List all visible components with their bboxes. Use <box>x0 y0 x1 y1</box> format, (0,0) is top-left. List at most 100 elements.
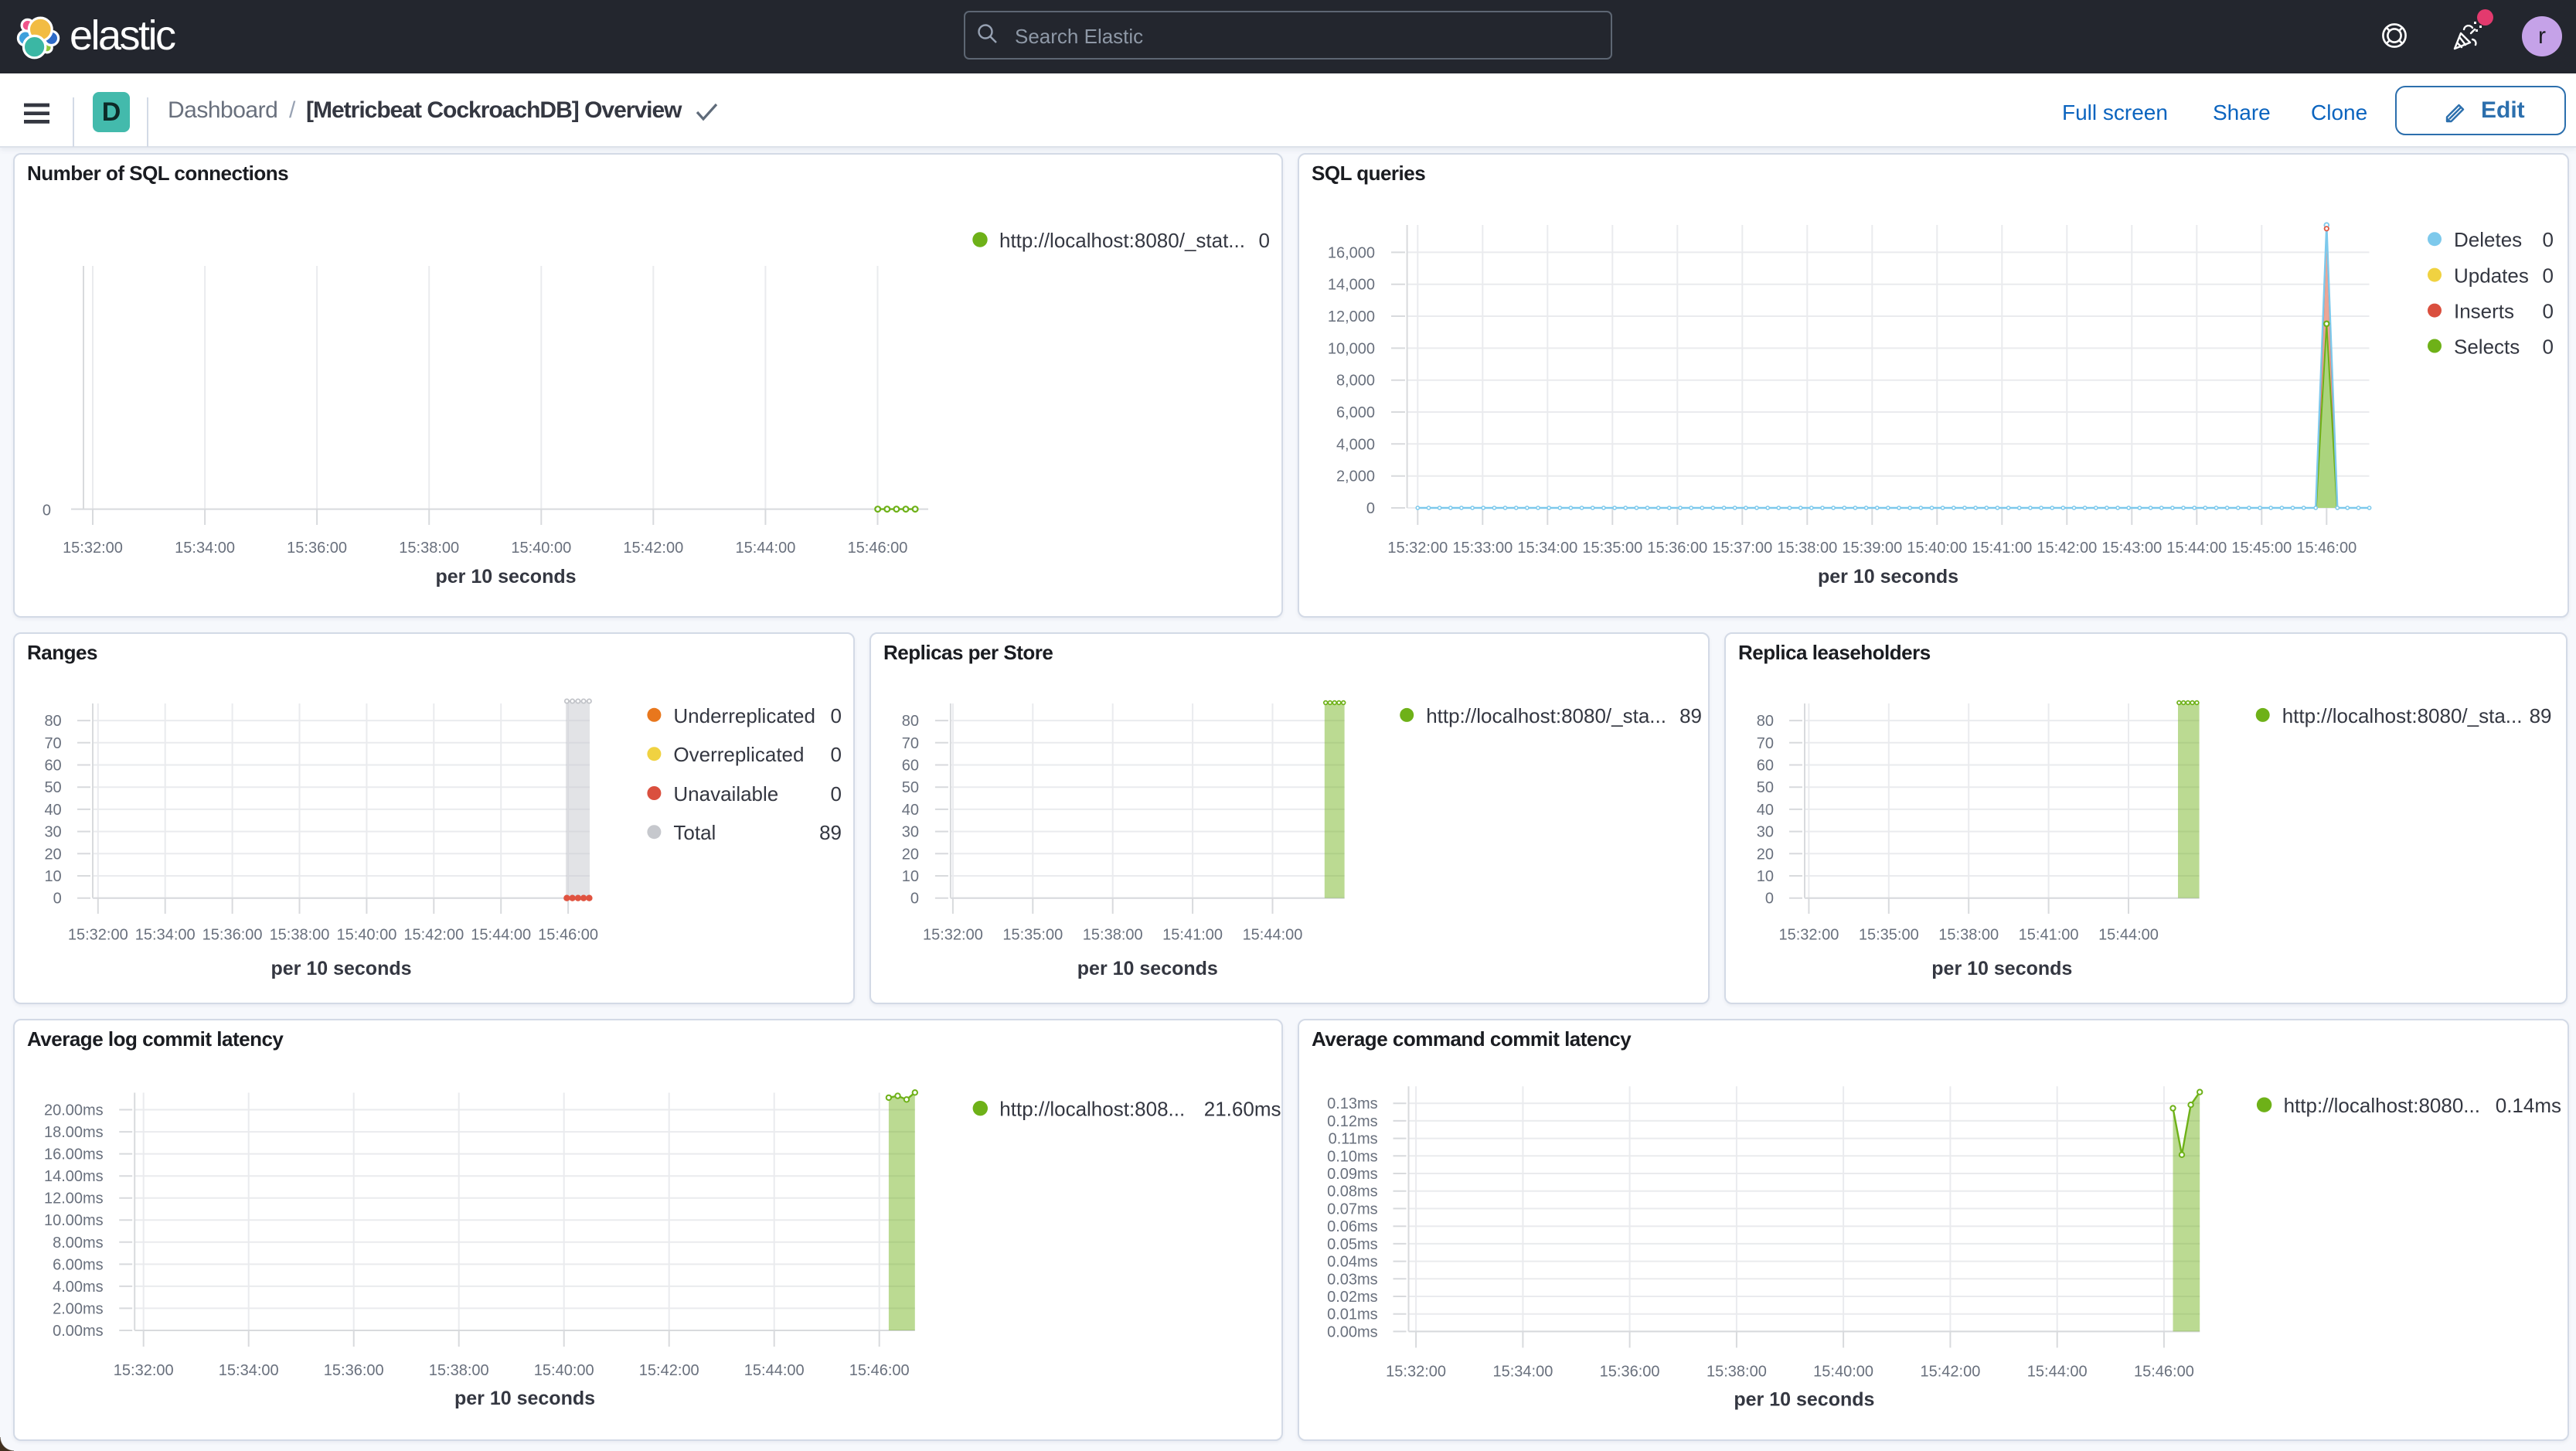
svg-text:0: 0 <box>2543 264 2554 288</box>
svg-text:12.00ms: 12.00ms <box>44 1190 104 1207</box>
svg-text:10,000: 10,000 <box>1328 340 1375 357</box>
svg-text:40: 40 <box>44 802 61 819</box>
svg-text:15:42:00: 15:42:00 <box>623 540 683 557</box>
svg-text:15:43:00: 15:43:00 <box>2101 540 2162 557</box>
svg-text:per 10 seconds: per 10 seconds <box>435 566 576 588</box>
svg-text:Ranges: Ranges <box>27 641 97 664</box>
svg-text:Average command commit latency: Average command commit latency <box>1312 1027 1632 1051</box>
svg-text:15:38:00: 15:38:00 <box>1083 927 1143 944</box>
svg-text:0.04ms: 0.04ms <box>1327 1254 1378 1271</box>
svg-text:15:38:00: 15:38:00 <box>1777 540 1837 557</box>
svg-text:20: 20 <box>44 846 61 863</box>
svg-text:http://localhost:8080/_sta...: http://localhost:8080/_sta... <box>1426 704 1666 727</box>
svg-text:15:44:00: 15:44:00 <box>735 540 795 557</box>
svg-text:15:44:00: 15:44:00 <box>1243 927 1303 944</box>
svg-text:0.10ms: 0.10ms <box>1327 1148 1378 1165</box>
svg-text:4.00ms: 4.00ms <box>53 1279 104 1296</box>
svg-text:70: 70 <box>44 735 61 752</box>
svg-text:0.03ms: 0.03ms <box>1327 1271 1378 1288</box>
svg-text:16,000: 16,000 <box>1328 244 1375 261</box>
svg-text:15:36:00: 15:36:00 <box>1600 1363 1660 1380</box>
svg-text:15:38:00: 15:38:00 <box>1938 927 1999 944</box>
svg-text:15:39:00: 15:39:00 <box>1842 540 1902 557</box>
svg-text:15:32:00: 15:32:00 <box>68 927 128 944</box>
svg-text:Replica leaseholders: Replica leaseholders <box>1738 641 1931 664</box>
svg-text:15:32:00: 15:32:00 <box>63 540 123 557</box>
svg-text:15:46:00: 15:46:00 <box>849 1362 910 1379</box>
svg-text:15:40:00: 15:40:00 <box>1813 1363 1873 1380</box>
svg-text:0.13ms: 0.13ms <box>1327 1095 1378 1112</box>
svg-text:15:38:00: 15:38:00 <box>399 540 459 557</box>
svg-text:0.12ms: 0.12ms <box>1327 1113 1378 1130</box>
svg-text:http://localhost:8080/_stat...: http://localhost:8080/_stat... <box>999 229 1245 252</box>
svg-text:15:32:00: 15:32:00 <box>114 1362 174 1379</box>
svg-text:50: 50 <box>44 779 61 796</box>
svg-text:15:41:00: 15:41:00 <box>1972 540 2032 557</box>
svg-text:20.00ms: 20.00ms <box>44 1102 104 1119</box>
svg-text:50: 50 <box>902 779 919 796</box>
svg-text:15:44:00: 15:44:00 <box>2166 540 2227 557</box>
svg-text:21.60ms: 21.60ms <box>1204 1098 1281 1121</box>
svg-text:per 10 seconds: per 10 seconds <box>1734 1388 1874 1410</box>
svg-text:15:40:00: 15:40:00 <box>511 540 571 557</box>
svg-text:15:35:00: 15:35:00 <box>1859 927 1919 944</box>
svg-text:15:36:00: 15:36:00 <box>287 540 347 557</box>
svg-text:40: 40 <box>902 802 919 819</box>
svg-text:15:34:00: 15:34:00 <box>135 927 196 944</box>
svg-text:0: 0 <box>2543 336 2554 359</box>
svg-text:15:44:00: 15:44:00 <box>2027 1363 2088 1380</box>
svg-text:Overreplicated: Overreplicated <box>673 743 804 766</box>
svg-text:per 10 seconds: per 10 seconds <box>1818 566 1958 588</box>
svg-text:2,000: 2,000 <box>1336 468 1375 485</box>
svg-text:15:42:00: 15:42:00 <box>403 927 464 944</box>
svg-text:15:32:00: 15:32:00 <box>1778 927 1839 944</box>
svg-text:15:44:00: 15:44:00 <box>471 927 531 944</box>
svg-text:6,000: 6,000 <box>1336 404 1375 421</box>
svg-text:80: 80 <box>44 713 61 730</box>
svg-text:15:38:00: 15:38:00 <box>270 927 330 944</box>
svg-text:0.06ms: 0.06ms <box>1327 1218 1378 1235</box>
svg-text:8,000: 8,000 <box>1336 373 1375 390</box>
svg-text:15:34:00: 15:34:00 <box>1517 540 1577 557</box>
svg-text:0: 0 <box>831 743 842 766</box>
svg-text:15:34:00: 15:34:00 <box>219 1362 279 1379</box>
svg-text:60: 60 <box>44 758 61 775</box>
svg-text:30: 30 <box>902 824 919 841</box>
svg-text:Unavailable: Unavailable <box>673 782 778 806</box>
svg-text:0: 0 <box>831 782 842 806</box>
svg-text:15:41:00: 15:41:00 <box>1162 927 1223 944</box>
svg-text:Inserts: Inserts <box>2454 300 2514 323</box>
svg-text:15:42:00: 15:42:00 <box>1920 1363 1980 1380</box>
svg-text:15:45:00: 15:45:00 <box>2231 540 2292 557</box>
svg-text:0: 0 <box>43 502 51 519</box>
svg-text:0.07ms: 0.07ms <box>1327 1201 1378 1218</box>
svg-text:15:37:00: 15:37:00 <box>1712 540 1772 557</box>
svg-text:89: 89 <box>2530 704 2552 727</box>
svg-text:Number of SQL connections: Number of SQL connections <box>27 162 288 185</box>
svg-text:60: 60 <box>902 758 919 775</box>
svg-text:0: 0 <box>1366 500 1375 517</box>
svg-text:6.00ms: 6.00ms <box>53 1256 104 1273</box>
svg-text:70: 70 <box>1757 735 1774 752</box>
svg-text:15:33:00: 15:33:00 <box>1452 540 1513 557</box>
svg-text:15:46:00: 15:46:00 <box>538 927 598 944</box>
svg-text:10.00ms: 10.00ms <box>44 1212 104 1229</box>
svg-text:15:36:00: 15:36:00 <box>324 1362 384 1379</box>
svg-text:15:44:00: 15:44:00 <box>2098 927 2159 944</box>
svg-text:0.08ms: 0.08ms <box>1327 1184 1378 1201</box>
svg-text:50: 50 <box>1757 779 1774 796</box>
svg-text:0.01ms: 0.01ms <box>1327 1306 1378 1323</box>
svg-text:40: 40 <box>1757 802 1774 819</box>
svg-text:0: 0 <box>831 704 842 727</box>
svg-text:15:34:00: 15:34:00 <box>1492 1363 1553 1380</box>
svg-text:per 10 seconds: per 10 seconds <box>1931 958 2072 979</box>
svg-text:30: 30 <box>1757 824 1774 841</box>
svg-text:0: 0 <box>910 891 919 908</box>
svg-text:14,000: 14,000 <box>1328 277 1375 294</box>
svg-text:15:35:00: 15:35:00 <box>1582 540 1642 557</box>
svg-text:18.00ms: 18.00ms <box>44 1124 104 1141</box>
svg-text:15:40:00: 15:40:00 <box>336 927 396 944</box>
svg-text:15:36:00: 15:36:00 <box>1647 540 1707 557</box>
svg-text:Underreplicated: Underreplicated <box>673 704 815 727</box>
svg-text:per 10 seconds: per 10 seconds <box>271 958 411 979</box>
